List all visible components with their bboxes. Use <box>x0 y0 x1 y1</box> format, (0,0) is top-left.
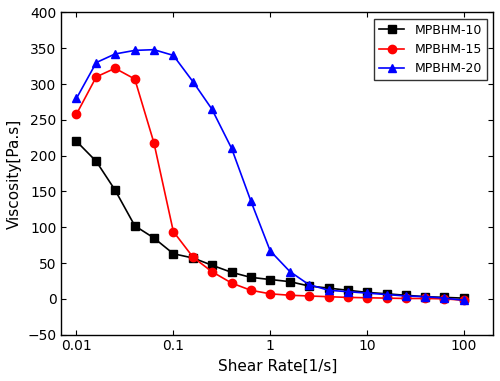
MPBHM-10 <box>287 279 293 284</box>
MPBHM-15 <box>248 288 254 293</box>
MPBHM-10 <box>326 286 332 290</box>
MPBHM-20 <box>326 288 332 293</box>
MPBHM-15 <box>461 298 467 303</box>
MPBHM-20 <box>306 282 312 287</box>
MPBHM-10 <box>267 277 273 282</box>
Y-axis label: Viscosity[Pa.s]: Viscosity[Pa.s] <box>7 118 22 229</box>
X-axis label: Shear Rate[1/s]: Shear Rate[1/s] <box>218 359 337 374</box>
MPBHM-20 <box>112 52 118 56</box>
MPBHM-15 <box>151 141 157 145</box>
MPBHM-10 <box>112 188 118 192</box>
MPBHM-15 <box>306 294 312 298</box>
MPBHM-15 <box>344 295 350 300</box>
MPBHM-20 <box>364 291 370 295</box>
MPBHM-20 <box>267 248 273 253</box>
MPBHM-20 <box>170 53 176 58</box>
MPBHM-10 <box>74 139 80 144</box>
MPBHM-15 <box>209 269 215 274</box>
MPBHM-10 <box>170 251 176 256</box>
MPBHM-10 <box>190 256 196 260</box>
MPBHM-15 <box>442 296 448 301</box>
MPBHM-10 <box>461 296 467 300</box>
MPBHM-15 <box>267 291 273 296</box>
MPBHM-15 <box>402 296 408 301</box>
MPBHM-15 <box>228 281 234 285</box>
MPBHM-20 <box>209 107 215 111</box>
MPBHM-20 <box>461 298 467 303</box>
MPBHM-10 <box>442 295 448 300</box>
MPBHM-20 <box>442 296 448 300</box>
MPBHM-20 <box>248 199 254 203</box>
MPBHM-10 <box>364 290 370 295</box>
MPBHM-20 <box>287 269 293 274</box>
MPBHM-10 <box>402 293 408 298</box>
MPBHM-20 <box>422 295 428 299</box>
MPBHM-15 <box>132 77 138 81</box>
MPBHM-20 <box>228 146 234 151</box>
MPBHM-10 <box>344 288 350 293</box>
MPBHM-10 <box>209 263 215 267</box>
MPBHM-20 <box>402 294 408 298</box>
MPBHM-20 <box>132 48 138 53</box>
MPBHM-10 <box>248 275 254 280</box>
MPBHM-10 <box>132 224 138 228</box>
MPBHM-15 <box>422 296 428 301</box>
MPBHM-20 <box>344 290 350 294</box>
MPBHM-20 <box>151 47 157 52</box>
MPBHM-15 <box>94 75 100 79</box>
Legend: MPBHM-10, MPBHM-15, MPBHM-20: MPBHM-10, MPBHM-15, MPBHM-20 <box>374 19 487 80</box>
MPBHM-15 <box>326 295 332 299</box>
Line: MPBHM-10: MPBHM-10 <box>72 137 468 302</box>
MPBHM-10 <box>384 291 390 296</box>
MPBHM-10 <box>94 159 100 164</box>
MPBHM-10 <box>306 284 312 288</box>
MPBHM-15 <box>190 255 196 259</box>
MPBHM-10 <box>151 236 157 240</box>
MPBHM-15 <box>364 296 370 300</box>
Line: MPBHM-20: MPBHM-20 <box>72 45 468 304</box>
MPBHM-15 <box>287 293 293 298</box>
MPBHM-20 <box>94 60 100 65</box>
MPBHM-15 <box>170 229 176 234</box>
MPBHM-20 <box>384 292 390 297</box>
MPBHM-20 <box>74 96 80 101</box>
MPBHM-15 <box>112 66 118 70</box>
Line: MPBHM-15: MPBHM-15 <box>72 64 468 304</box>
MPBHM-15 <box>74 112 80 117</box>
MPBHM-15 <box>384 296 390 300</box>
MPBHM-20 <box>190 80 196 84</box>
MPBHM-10 <box>422 295 428 299</box>
MPBHM-10 <box>228 270 234 275</box>
